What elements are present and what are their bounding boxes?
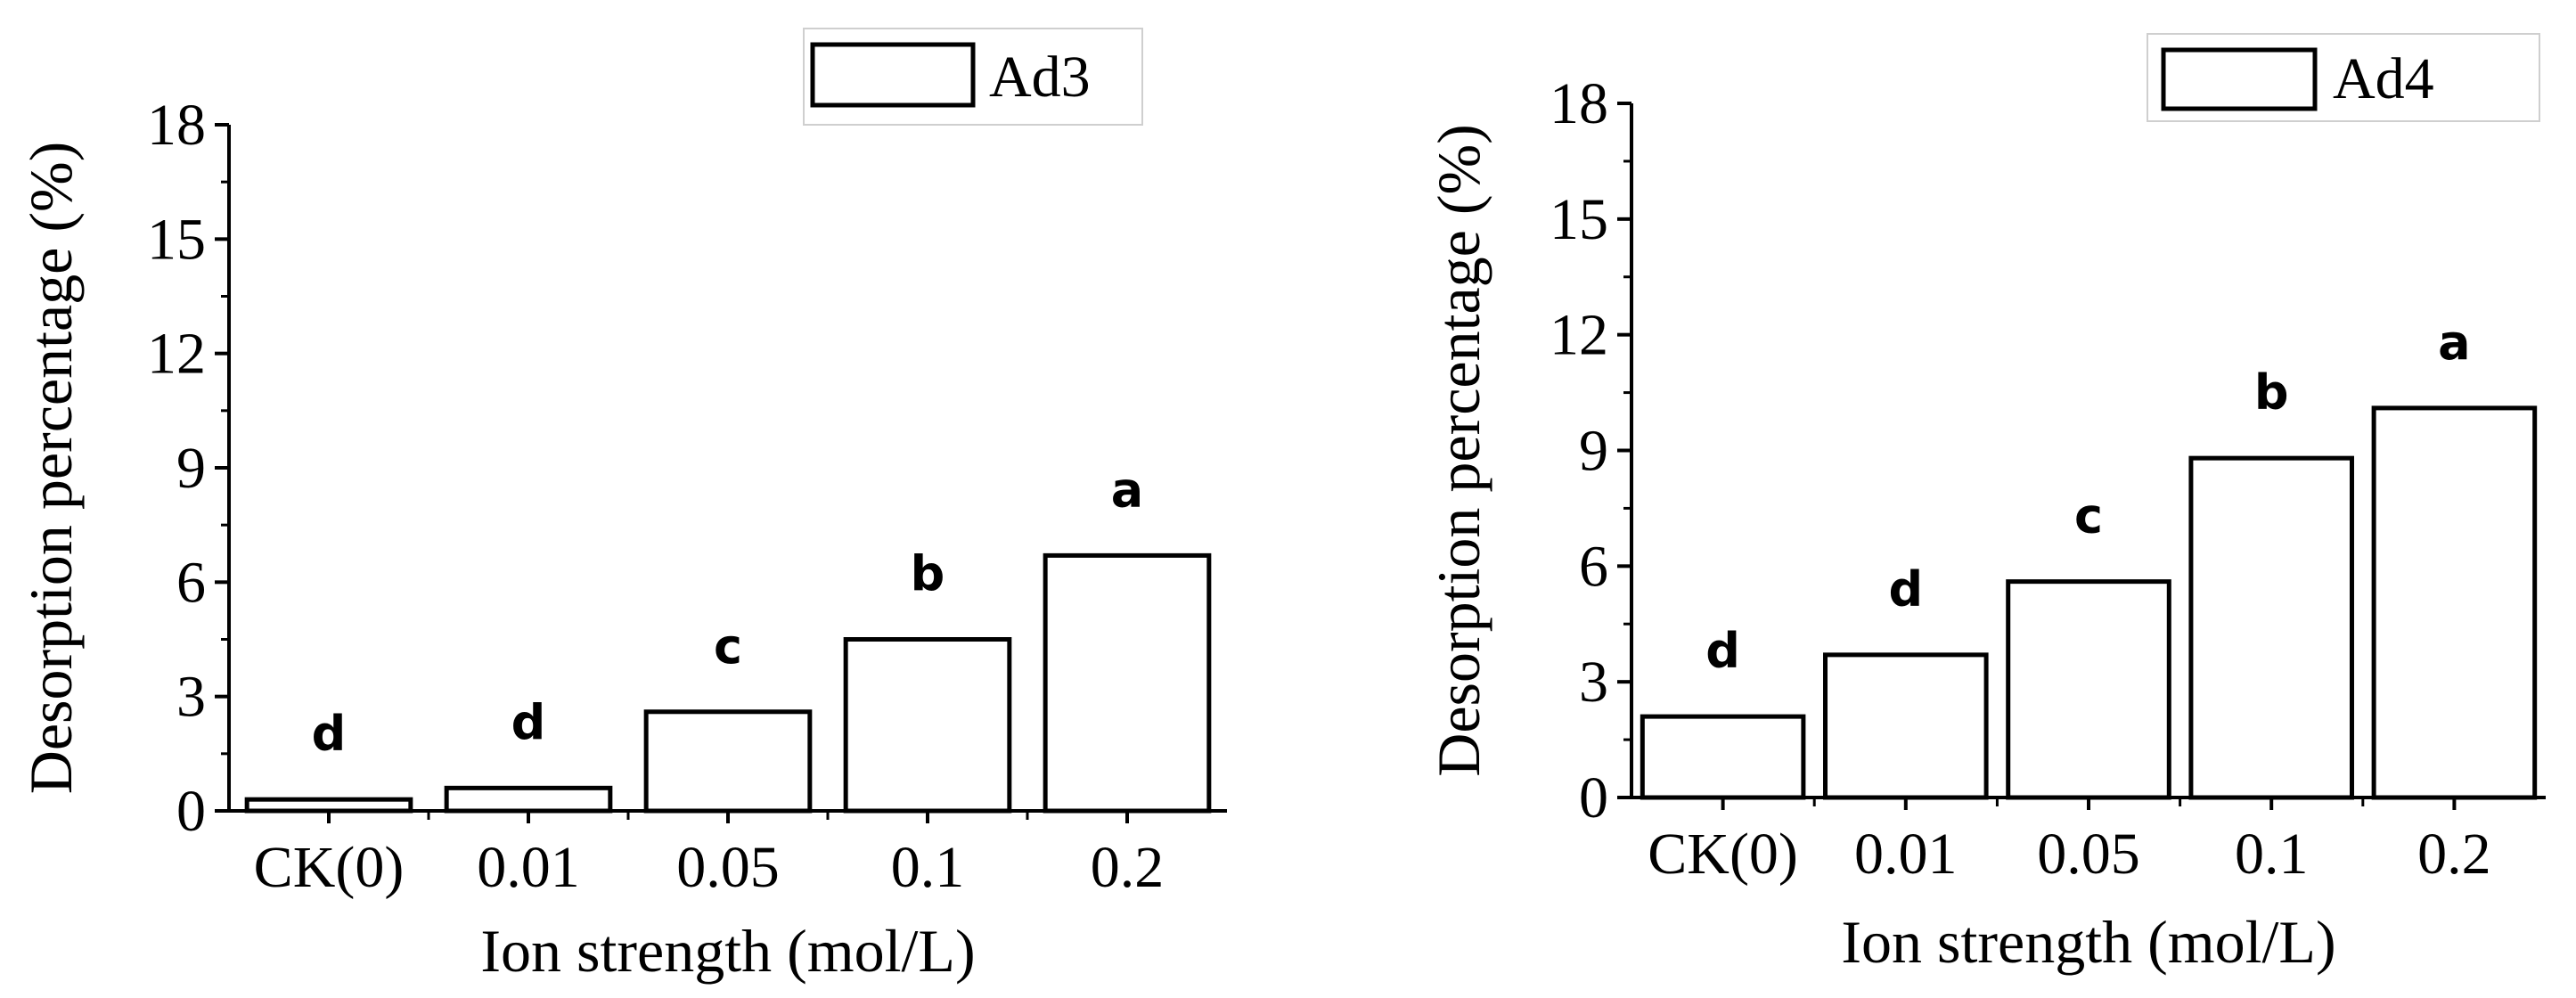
significance-label: b [2254, 364, 2289, 421]
y-tick-label: 18 [1550, 71, 1608, 136]
y-tick-label: 3 [1579, 650, 1608, 715]
y-tick-label: 6 [1579, 534, 1608, 599]
legend: Ad4 [2147, 33, 2540, 122]
legend-label: Ad3 [989, 45, 1091, 110]
legend: Ad3 [803, 28, 1143, 126]
bar [1640, 714, 1806, 800]
significance-label: c [714, 618, 742, 675]
bar [2371, 405, 2538, 800]
bar [2006, 579, 2171, 800]
y-tick-label: 15 [147, 207, 206, 272]
y-tick-label: 15 [1550, 187, 1608, 252]
y-axis-title: Desorption percentage (%) [17, 142, 85, 795]
x-tick-label: 0.2 [1091, 835, 1165, 900]
x-tick-label: 0.1 [891, 835, 965, 900]
x-tick-label: 0.01 [1854, 822, 1958, 887]
bar [1043, 552, 1212, 814]
x-tick-label: CK(0) [1648, 822, 1798, 887]
x-tick-label: 0.1 [2235, 822, 2309, 887]
chart-panel-ad4: 0 3 6 9 12 15 18 d CK(0) d 0.01 c 0.05 b 0.1 a 0.2 Ion st… [1425, 33, 2546, 976]
y-tick-label: 0 [176, 779, 206, 844]
y-axis-title: Desorption percentage (%) [1425, 124, 1492, 777]
legend-swatch [2161, 47, 2318, 111]
y-tick-label: 18 [147, 93, 206, 158]
legend-frame [2147, 33, 2540, 122]
significance-label: a [1111, 462, 1143, 518]
significance-label: b [911, 546, 945, 602]
legend-label: Ad4 [2333, 46, 2434, 111]
significance-label: c [2074, 488, 2103, 544]
significance-label: a [2438, 315, 2470, 371]
y-tick-label: 9 [176, 436, 206, 501]
bar [843, 637, 1012, 814]
chart-panel-ad3: 0 3 6 9 12 15 18 d CK(0) d 0.01 c 0.05 b 0.1 a 0.2 Ion st… [17, 28, 1227, 985]
x-tick-label: 0.2 [2417, 822, 2491, 887]
x-tick-label: 0.05 [2037, 822, 2140, 887]
bar [244, 797, 413, 814]
y-tick-label: 12 [1550, 303, 1608, 368]
legend-frame [803, 28, 1143, 126]
significance-label: d [312, 706, 347, 762]
y-tick-label: 9 [1579, 419, 1608, 484]
x-tick-label: CK(0) [254, 835, 405, 900]
y-tick-label: 12 [147, 322, 206, 387]
y-tick-label: 3 [176, 665, 206, 730]
bar [444, 785, 613, 814]
x-tick-label: 0.01 [477, 835, 580, 900]
y-tick-label: 6 [176, 550, 206, 615]
significance-label: d [1705, 623, 1740, 679]
x-tick-label: 0.05 [676, 835, 780, 900]
x-axis-title: Ion strength (mol/L) [480, 917, 975, 985]
bar [2188, 455, 2354, 800]
bar [1823, 652, 1989, 800]
bar [643, 709, 813, 814]
x-axis-title: Ion strength (mol/L) [1841, 908, 2335, 976]
significance-label: d [511, 694, 546, 750]
legend-swatch [810, 42, 976, 108]
y-tick-label: 0 [1579, 765, 1608, 830]
significance-label: d [1888, 561, 1923, 618]
